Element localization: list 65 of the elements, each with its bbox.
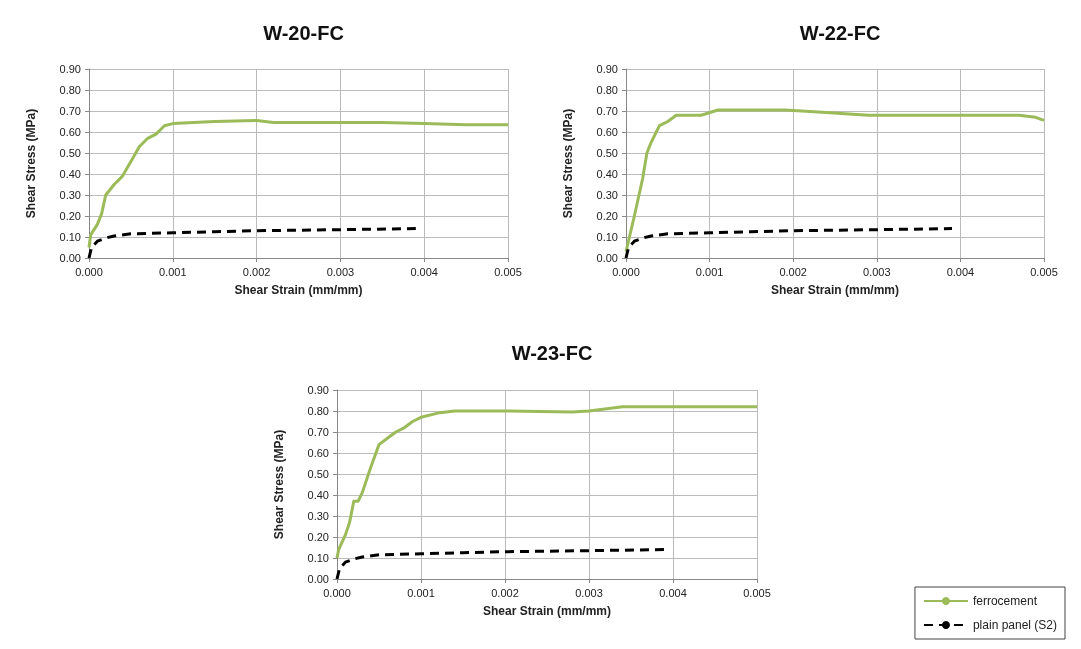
x-tick-label: 0.001 [407, 586, 435, 599]
y-tick-label: 0.60 [59, 126, 81, 138]
x-tick-label: 0.001 [695, 265, 724, 278]
legend-label: plain panel (S2) [972, 618, 1058, 632]
y-axis-title: Shear Stress (MPa) [272, 429, 286, 540]
y-axis-title: Shear Stress (MPa) [561, 108, 575, 219]
y-tick-label: 0.20 [59, 210, 81, 222]
y-tick-label: 0.70 [307, 426, 329, 438]
y-tick-label: 0.90 [59, 63, 81, 75]
y-tick-label: 0.10 [59, 231, 81, 243]
x-tick-label: 0.000 [75, 265, 103, 278]
x-tick-label: 0.005 [743, 586, 771, 599]
y-tick-label: 0.30 [307, 510, 329, 522]
x-tick-label: 0.005 [494, 265, 522, 278]
x-tick-label: 0.003 [326, 265, 355, 278]
x-tick-label: 0.002 [242, 265, 271, 278]
legend-label: ferrocement [972, 594, 1038, 608]
x-tick-label: 0.000 [612, 265, 640, 278]
y-tick-label: 0.20 [307, 531, 329, 543]
y-tick-label: 0.10 [596, 231, 618, 243]
x-tick-label: 0.002 [779, 265, 807, 278]
x-tick-label: 0.004 [946, 265, 975, 278]
x-tick-label: 0.004 [659, 586, 687, 599]
y-tick-label: 0.30 [596, 189, 618, 201]
line-series [87, 227, 418, 260]
y-tick-label: 0.70 [59, 105, 81, 117]
y-tick-label: 0.30 [59, 189, 81, 201]
y-tick-label: 0.40 [59, 168, 81, 180]
line-series [87, 118, 510, 249]
x-axis-title: Shear Strain (mm/mm) [482, 604, 612, 618]
chart-title: W-22-FC [799, 22, 881, 44]
y-tick-label: 0.00 [596, 252, 618, 264]
y-tick-label: 0.50 [596, 147, 618, 159]
x-tick-label: 0.001 [159, 265, 187, 278]
x-axis-title: Shear Strain (mm/mm) [770, 283, 900, 297]
y-tick-label: 0.60 [307, 447, 329, 459]
y-tick-label: 0.50 [307, 468, 329, 480]
line-series [335, 548, 667, 581]
y-axis-title: Shear Stress (MPa) [24, 108, 38, 219]
line-series [335, 405, 759, 560]
y-tick-label: 0.70 [596, 105, 618, 117]
chart-title: W-23-FC [511, 342, 593, 364]
y-tick-label: 0.60 [596, 126, 618, 138]
x-tick-label: 0.005 [1030, 265, 1058, 278]
y-tick-label: 0.80 [59, 84, 81, 96]
line-series [624, 108, 1046, 254]
x-tick-label: 0.004 [410, 265, 438, 278]
x-tick-label: 0.002 [491, 586, 519, 599]
x-axis-title: Shear Strain (mm/mm) [234, 283, 363, 297]
y-tick-label: 0.20 [596, 210, 618, 222]
y-tick-label: 0.00 [307, 573, 329, 585]
y-tick-label: 0.80 [596, 84, 618, 96]
line-series [624, 227, 954, 260]
y-tick-label: 0.80 [307, 405, 329, 417]
x-tick-label: 0.003 [575, 586, 603, 599]
x-tick-label: 0.003 [863, 265, 891, 278]
y-tick-label: 0.40 [596, 168, 618, 180]
y-tick-label: 0.50 [59, 147, 81, 159]
y-tick-label: 0.90 [307, 384, 329, 396]
y-tick-label: 0.90 [596, 63, 618, 75]
x-tick-label: 0.000 [323, 586, 351, 599]
y-tick-label: 0.00 [59, 252, 81, 264]
chart-title: W-20-FC [263, 22, 344, 44]
y-tick-label: 0.40 [307, 489, 329, 501]
y-tick-label: 0.10 [307, 552, 329, 564]
